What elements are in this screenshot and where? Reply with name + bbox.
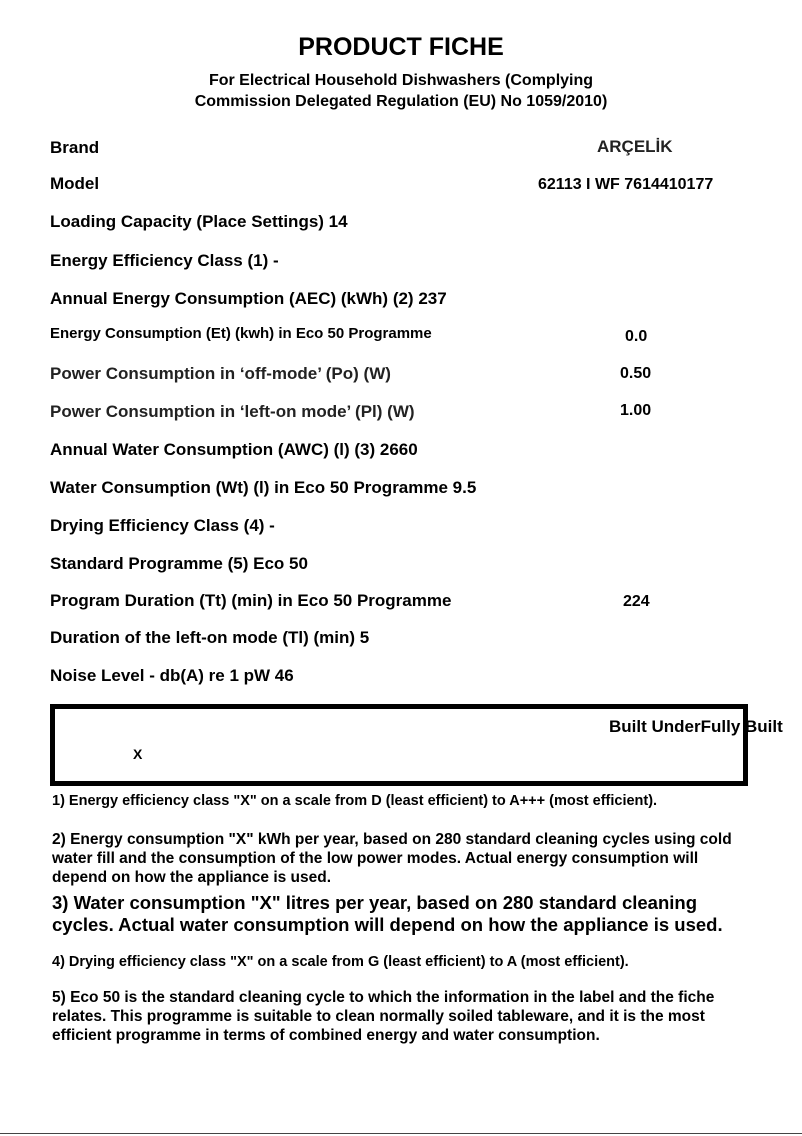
brand-label: Brand [50,138,100,157]
annual-energy-consumption: Annual Energy Consumption (AEC) (kWh) (2… [50,289,447,308]
energy-consumption-label: Energy Consumption (Et) (kwh) in Eco 50 … [50,325,432,342]
footnote-4: 4) Drying efficiency class "X" on a scal… [52,954,629,970]
left-on-power-label: Power Consumption in ‘left-on mode’ (Pl)… [50,402,415,421]
installation-mark: X [133,746,143,762]
drying-efficiency-class: Drying Efficiency Class (4) - [50,516,275,535]
subtitle-line-2: Commission Delegated Regulation (EU) No … [194,93,608,110]
annual-water-consumption: Annual Water Consumption (AWC) (l) (3) 2… [50,440,418,459]
left-on-power-value: 1.00 [620,402,652,419]
off-mode-power-value: 0.50 [620,365,652,382]
off-mode-power-label: Power Consumption in ‘off-mode’ (Po) (W) [50,364,391,383]
program-duration-label: Program Duration (Tt) (min) in Eco 50 Pr… [50,591,452,610]
energy-consumption-value: 0.0 [625,328,648,345]
installation-box [50,704,748,786]
water-consumption: Water Consumption (Wt) (l) in Eco 50 Pro… [50,478,477,497]
footnote-2: 2) Energy consumption "X" kWh per year, … [52,831,732,886]
footnote-5: 5) Eco 50 is the standard cleaning cycle… [52,989,715,1044]
subtitle-line-1: For Electrical Household Dishwashers (Co… [208,72,594,89]
model-label: Model [50,174,100,193]
page-title: PRODUCT FICHE [298,33,504,61]
standard-programme: Standard Programme (5) Eco 50 [50,554,308,573]
bottom-divider [0,1133,802,1134]
installation-header: Built UnderFully Built [609,717,783,736]
loading-capacity: Loading Capacity (Place Settings) 14 [50,212,348,231]
footnote-3: 3) Water consumption "X" litres per year… [52,892,723,935]
program-duration-value: 224 [623,593,650,610]
energy-efficiency-class: Energy Efficiency Class (1) - [50,251,279,270]
brand-value: ARÇELİK [597,137,673,156]
noise-level: Noise Level - db(A) re 1 pW 46 [50,666,294,685]
footnote-1: 1) Energy efficiency class "X" on a scal… [52,793,658,809]
left-on-duration: Duration of the left-on mode (Tl) (min) … [50,628,370,647]
model-value: 62113 I WF 7614410177 [538,176,714,193]
